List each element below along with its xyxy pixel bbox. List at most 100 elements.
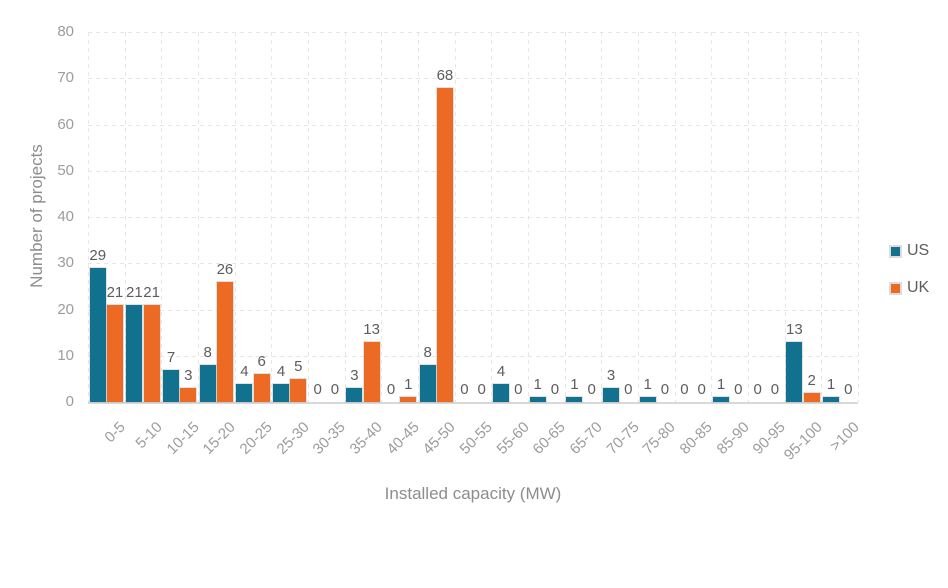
vertical-gridline xyxy=(564,32,566,402)
bar-us-60-65[interactable] xyxy=(529,397,546,402)
bar-us-35-40[interactable] xyxy=(346,388,363,402)
x-axis-title: Installed capacity (MW) xyxy=(384,484,562,503)
data-label-uk-85-90: 0 xyxy=(734,381,743,398)
vertical-gridline xyxy=(601,32,603,402)
legend-marker-uk-icon xyxy=(889,281,902,295)
vertical-gridline xyxy=(381,32,383,402)
legend-marker-us-icon xyxy=(889,244,902,258)
legend-label-us: US xyxy=(907,242,930,259)
data-label-us-80-85: 0 xyxy=(680,381,689,398)
data-label-us-70-75: 3 xyxy=(606,367,616,385)
vertical-gridline xyxy=(638,32,639,402)
bar-us-85-90[interactable] xyxy=(712,397,730,402)
data-label-us-40-45: 0 xyxy=(386,381,396,398)
vertical-gridline xyxy=(198,32,199,402)
data-label-us-95-100: 13 xyxy=(786,320,803,338)
bar-uk-95-100[interactable] xyxy=(803,392,820,402)
data-label-us-60-65: 1 xyxy=(533,376,542,394)
vertical-gridline xyxy=(161,32,163,402)
horizontal-gridline xyxy=(88,309,858,311)
data-label-uk-90-95: 0 xyxy=(770,381,780,398)
bar-uk-10-15[interactable] xyxy=(180,388,197,402)
horizontal-gridline xyxy=(88,263,858,265)
bar-uk-35-40[interactable] xyxy=(363,341,380,402)
data-label-us-25-30: 4 xyxy=(276,362,286,380)
data-label-us-15-20: 8 xyxy=(203,344,212,361)
horizontal-gridline xyxy=(88,124,858,126)
y-tick-label-80: 80 xyxy=(57,23,74,40)
bar-us-25-30[interactable] xyxy=(272,383,290,402)
bar-us-70-75[interactable] xyxy=(602,388,620,402)
y-axis-title: Number of projects xyxy=(27,144,46,288)
vertical-gridline xyxy=(528,32,529,402)
bar-uk-40-45[interactable] xyxy=(400,397,417,402)
data-label-uk-10-15: 3 xyxy=(184,367,193,385)
data-label-us-55-60: 4 xyxy=(496,362,506,380)
horizontal-gridline xyxy=(88,170,858,172)
data-label-us-20-25: 4 xyxy=(240,362,249,380)
bar-uk-45-50[interactable] xyxy=(436,87,454,402)
data-label-uk-70-75: 0 xyxy=(624,381,633,398)
bar-us-0-5[interactable] xyxy=(89,267,106,402)
y-tick-label-50: 50 xyxy=(57,161,74,179)
data-label-uk->100: 0 xyxy=(844,381,853,398)
data-label-uk-20-25: 6 xyxy=(257,353,266,371)
data-label-us-85-90: 1 xyxy=(716,376,726,394)
data-label-uk-45-50: 68 xyxy=(436,66,454,84)
horizontal-gridline xyxy=(88,217,858,218)
horizontal-gridline xyxy=(88,78,858,80)
bar-uk-15-20[interactable] xyxy=(216,281,234,402)
data-label-uk-35-40: 13 xyxy=(363,320,380,338)
data-label-uk-95-100: 2 xyxy=(807,371,816,389)
bar-us-75-80[interactable] xyxy=(639,397,656,402)
y-tick-label-30: 30 xyxy=(57,254,74,272)
data-label-uk-65-70: 0 xyxy=(587,381,596,398)
y-tick-label-0: 0 xyxy=(65,393,74,410)
vertical-gridline xyxy=(784,32,786,402)
bar-uk-25-30[interactable] xyxy=(290,378,307,402)
legend-item-us[interactable]: US xyxy=(889,241,929,261)
y-tick-label-70: 70 xyxy=(57,69,74,87)
bar-us-5-10[interactable] xyxy=(126,304,143,402)
bar-us-45-50[interactable] xyxy=(419,365,436,402)
horizontal-gridline xyxy=(88,32,858,33)
data-label-us-0-5: 29 xyxy=(89,246,107,264)
data-label-uk-50-55: 0 xyxy=(477,381,486,398)
bar-us-20-25[interactable] xyxy=(236,383,253,402)
vertical-gridline xyxy=(271,32,273,402)
horizontal-gridline xyxy=(88,355,858,357)
data-label-uk-0-5: 21 xyxy=(106,283,124,301)
vertical-gridline xyxy=(748,32,749,402)
bar-uk-5-10[interactable] xyxy=(143,304,160,402)
bar-uk-0-5[interactable] xyxy=(106,304,124,402)
data-label-us-5-10: 21 xyxy=(126,283,143,301)
vertical-gridline xyxy=(124,32,126,402)
legend-label-uk: UK xyxy=(907,279,930,296)
bar-us-10-15[interactable] xyxy=(162,369,180,402)
data-label-us-75-80: 1 xyxy=(643,376,652,394)
bar-us-55-60[interactable] xyxy=(492,383,510,402)
y-tick-label-40: 40 xyxy=(57,208,74,225)
bar-us-65-70[interactable] xyxy=(566,397,583,402)
vertical-gridline xyxy=(674,32,676,402)
data-label-us-35-40: 3 xyxy=(350,367,359,385)
bar-us-95-100[interactable] xyxy=(786,341,803,402)
y-tick-label-60: 60 xyxy=(57,115,74,133)
data-label-uk-25-30: 5 xyxy=(294,357,303,375)
x-axis-line xyxy=(88,402,858,404)
y-tick-label-20: 20 xyxy=(57,300,74,318)
data-label-us-65-70: 1 xyxy=(570,376,579,394)
bar-uk-20-25[interactable] xyxy=(253,374,270,402)
vertical-gridline xyxy=(344,32,346,402)
vertical-gridline xyxy=(234,32,236,402)
data-label-uk-60-65: 0 xyxy=(550,381,560,398)
data-label-uk-5-10: 21 xyxy=(143,283,160,301)
bar-us->100[interactable] xyxy=(822,397,840,402)
data-label-us-10-15: 7 xyxy=(166,348,176,366)
data-label-uk-40-45: 1 xyxy=(404,376,413,394)
y-tick-label-10: 10 xyxy=(57,346,74,364)
data-label-us->100: 1 xyxy=(826,376,836,394)
legend-item-uk[interactable]: UK xyxy=(889,278,929,298)
bar-us-15-20[interactable] xyxy=(199,365,216,402)
data-label-uk-55-60: 0 xyxy=(514,381,523,398)
